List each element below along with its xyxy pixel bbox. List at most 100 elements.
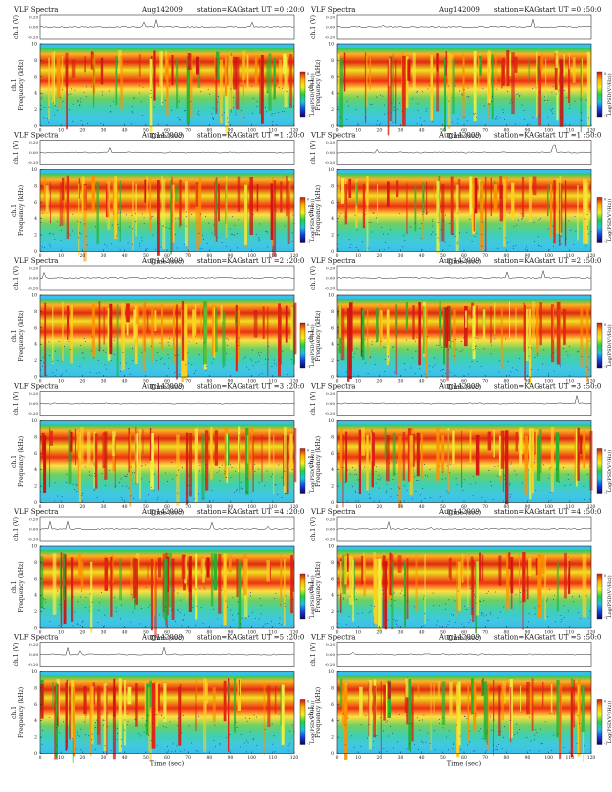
spectrogram-burst xyxy=(573,679,576,728)
spectrogram-burst xyxy=(154,310,157,332)
spectrogram-speckle xyxy=(553,245,554,247)
spectrogram-speckle xyxy=(171,109,172,111)
spectrogram-speckle xyxy=(445,608,446,610)
spectrogram-speckle xyxy=(422,488,423,489)
spectrogram-burst xyxy=(490,306,492,344)
colorbar-tick-bottom: -1 xyxy=(307,742,310,746)
spectrogram-speckle xyxy=(554,713,555,715)
spectrogram-speckle xyxy=(219,744,221,746)
spectrogram-speckle xyxy=(183,715,184,716)
spectrogram-xtick-label: 90 xyxy=(525,128,531,134)
spectrogram-ylabel: Frequency (kHz) xyxy=(18,436,25,487)
spectrogram-speckle xyxy=(580,99,582,101)
spectrogram-speckle xyxy=(198,110,199,112)
spectrogram-speckle xyxy=(162,225,163,227)
spectrogram-speckle xyxy=(496,749,498,751)
spectrogram-speckle xyxy=(495,118,496,120)
panel-start: start UT =0 :20:0 xyxy=(242,6,304,14)
panel-station: station=KAG xyxy=(197,6,243,14)
spectrogram-speckle xyxy=(293,106,294,108)
spectrogram-speckle xyxy=(587,226,588,228)
spectrogram-speckle xyxy=(463,337,465,339)
spectrogram-xtick-label: 50 xyxy=(440,253,446,259)
spectrogram-speckle xyxy=(45,601,46,603)
spectrogram-burst xyxy=(380,303,382,347)
spectrogram-burst xyxy=(266,560,271,582)
spectrogram-burst xyxy=(441,434,445,474)
spectrogram-speckle xyxy=(167,625,168,627)
spectrogram-speckle xyxy=(171,609,172,611)
spectrogram-speckle xyxy=(232,614,233,616)
spectrogram-speckle xyxy=(445,603,446,605)
spectrogram-speckle xyxy=(156,360,158,361)
spectrogram-speckle xyxy=(424,498,426,499)
spectrogram-speckle xyxy=(205,366,207,367)
spectrogram-speckle xyxy=(79,232,80,234)
spectrogram-burst xyxy=(343,434,345,460)
spectrogram-burst xyxy=(522,561,524,630)
spectrogram-burst xyxy=(398,436,402,508)
spectrogram-speckle xyxy=(536,731,538,733)
spectrogram-burst xyxy=(179,179,182,226)
spectrogram-speckle xyxy=(148,481,150,482)
spectrogram-speckle xyxy=(440,370,442,372)
spectrogram-speckle xyxy=(197,113,198,115)
spectrogram-speckle xyxy=(258,374,260,376)
spectrogram-burst xyxy=(470,556,474,616)
spectrogram-speckle xyxy=(132,228,133,230)
waveform-ytick: 0.20 xyxy=(326,517,335,522)
spectrogram-speckle xyxy=(459,90,460,92)
spectrogram-speckle xyxy=(457,590,459,592)
colorbar-tick-bottom: -1 xyxy=(604,742,607,746)
spectrogram-speckle xyxy=(490,481,491,482)
spectrogram-burst xyxy=(368,680,373,750)
spectrogram-speckle xyxy=(473,750,475,752)
spectrogram-speckle xyxy=(152,215,153,217)
spectrogram-burst xyxy=(510,686,512,743)
spectrogram-burst xyxy=(550,684,553,713)
spectrogram-burst xyxy=(544,554,547,620)
spectrogram-speckle xyxy=(168,367,169,369)
spectrogram-burst xyxy=(486,685,490,750)
spectrogram-speckle xyxy=(374,606,375,607)
spectrogram-speckle xyxy=(216,237,218,238)
spectrogram-burst xyxy=(511,52,515,115)
spectrogram-burst xyxy=(402,55,406,126)
spectrogram-burst xyxy=(184,180,188,246)
spectrogram-speckle xyxy=(513,225,515,227)
spectrogram-speckle xyxy=(98,610,100,611)
spectrogram-speckle xyxy=(148,734,149,736)
waveform-ytick: 0.00 xyxy=(29,401,38,406)
spectrogram-speckle xyxy=(544,96,545,98)
spectrogram-burst xyxy=(155,682,159,727)
spectrogram-xtick-label: 120 xyxy=(290,253,299,259)
spectrogram-xtick-label: 90 xyxy=(525,630,531,636)
spectrogram-speckle xyxy=(291,469,293,470)
spectrogram-speckle xyxy=(169,338,170,340)
spectrogram-speckle xyxy=(424,373,426,375)
spectrogram-burst xyxy=(52,305,54,365)
spectrogram-burst xyxy=(237,176,241,212)
spectrogram-speckle xyxy=(281,624,283,626)
spectrogram-speckle xyxy=(141,352,143,354)
spectrogram-speckle xyxy=(181,732,182,734)
spectrogram-speckle xyxy=(179,612,181,613)
spectrogram-burst xyxy=(223,553,227,626)
spectrogram-speckle xyxy=(573,244,575,245)
spectrogram-top-band xyxy=(40,671,294,676)
spectrogram-burst xyxy=(395,59,397,124)
spectrogram-speckle xyxy=(479,600,481,602)
spectrogram-speckle xyxy=(543,464,544,466)
spectrogram-speckle xyxy=(365,715,367,717)
spectrogram-speckle xyxy=(429,743,431,744)
spectrogram-speckle xyxy=(480,614,482,616)
spectrogram-speckle xyxy=(271,115,273,116)
spectrogram-xtick-label: 20 xyxy=(79,504,85,510)
spectrogram-speckle xyxy=(384,104,385,106)
spectrogram-speckle xyxy=(486,750,487,751)
spectrogram-speckle xyxy=(42,730,43,731)
spectrogram-top-band xyxy=(40,44,294,48)
spectrogram-speckle xyxy=(99,372,100,373)
spectrogram-ytick-label: 4 xyxy=(331,91,334,97)
spectrogram-burst xyxy=(378,558,382,631)
